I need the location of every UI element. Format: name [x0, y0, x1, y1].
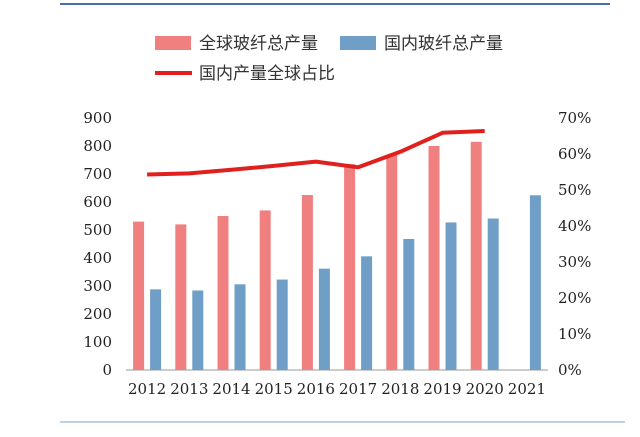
left-axis-tick-label: 200 [83, 305, 112, 323]
year-tick-label: 2021 [508, 380, 546, 398]
domestic-production-bar [529, 195, 541, 370]
right-axis-tick-label: 10% [558, 325, 591, 343]
year-tick-label: 2018 [381, 380, 419, 398]
year-tick-label: 2014 [212, 380, 250, 398]
year-tick-label: 2020 [466, 380, 504, 398]
global-production-bar [344, 164, 356, 370]
domestic-share-line [147, 129, 485, 177]
left-axis-tick-label: 300 [83, 277, 112, 295]
legend-swatch-domestic [340, 36, 376, 50]
domestic-production-bars [150, 195, 541, 370]
domestic-production-bar [318, 268, 330, 370]
domestic-production-bar [487, 218, 499, 370]
left-axis-tick-label: 700 [83, 165, 112, 183]
legend-label-domestic: 国内玻纤总产量 [384, 34, 503, 54]
year-tick-label: 2013 [170, 380, 208, 398]
year-tick-label: 2017 [339, 380, 377, 398]
year-axis-ticks: 2012 2013 2014 2015 2016 2017 2018 2019 2020 2021 [128, 380, 546, 398]
legend: 全球玻纤总产量 国内玻纤总产量 国内产量全球占比 [155, 34, 503, 84]
global-production-bar [470, 141, 482, 370]
domestic-production-bar [150, 289, 162, 370]
right-axis-tick-label: 60% [558, 145, 591, 163]
left-axis-tick-label: 800 [83, 137, 112, 155]
global-production-bar [386, 154, 398, 370]
left-axis-tick-label: 600 [83, 193, 112, 211]
domestic-production-bar [361, 256, 373, 370]
plot-area: 0 100 200 300 400 500 600 700 800 900 0% 10% 20% 30%… [83, 109, 591, 398]
global-production-bar [217, 216, 229, 370]
left-axis-tick-label: 400 [83, 249, 112, 267]
year-tick-label: 2012 [128, 380, 166, 398]
legend-swatch-global [155, 36, 191, 50]
left-axis-tick-label: 100 [83, 333, 112, 351]
left-axis-tick-label: 500 [83, 221, 112, 239]
right-axis-tick-label: 70% [558, 109, 591, 127]
left-axis-tick-label: 900 [83, 109, 112, 127]
year-tick-label: 2016 [297, 380, 335, 398]
domestic-production-bar [276, 279, 288, 370]
right-axis-ticks: 0% 10% 20% 30% 40% 50% 60% 70% [558, 109, 591, 379]
year-tick-label: 2019 [423, 380, 461, 398]
right-axis-tick-label: 40% [558, 217, 591, 235]
right-axis-tick-label: 20% [558, 289, 591, 307]
global-production-bar [133, 221, 145, 370]
right-axis-tick-label: 0% [558, 361, 582, 379]
global-production-bar [301, 195, 313, 370]
left-axis-ticks: 0 100 200 300 400 500 600 700 800 900 [83, 109, 112, 379]
right-axis-tick-label: 50% [558, 181, 591, 199]
domestic-production-bar [234, 284, 246, 370]
left-axis-tick-label: 0 [102, 361, 112, 379]
right-axis-tick-label: 30% [558, 253, 591, 271]
global-production-bar [259, 210, 271, 370]
legend-label-global: 全球玻纤总产量 [199, 34, 318, 54]
global-production-bars [133, 141, 482, 370]
domestic-production-bar [403, 238, 415, 370]
global-production-bar [175, 224, 187, 370]
domestic-production-bar [445, 222, 457, 370]
domestic-production-bar [192, 290, 204, 370]
year-tick-label: 2015 [255, 380, 293, 398]
legend-label-share: 国内产量全球占比 [199, 64, 335, 84]
global-production-bar [428, 146, 440, 370]
